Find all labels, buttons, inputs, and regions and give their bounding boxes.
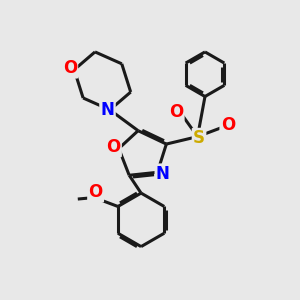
- Text: O: O: [106, 138, 121, 156]
- Text: O: O: [88, 183, 103, 201]
- Text: S: S: [193, 129, 205, 147]
- Text: O: O: [63, 59, 77, 77]
- Text: O: O: [221, 116, 235, 134]
- Text: O: O: [169, 103, 183, 121]
- Text: N: N: [100, 101, 114, 119]
- Text: N: N: [156, 165, 170, 183]
